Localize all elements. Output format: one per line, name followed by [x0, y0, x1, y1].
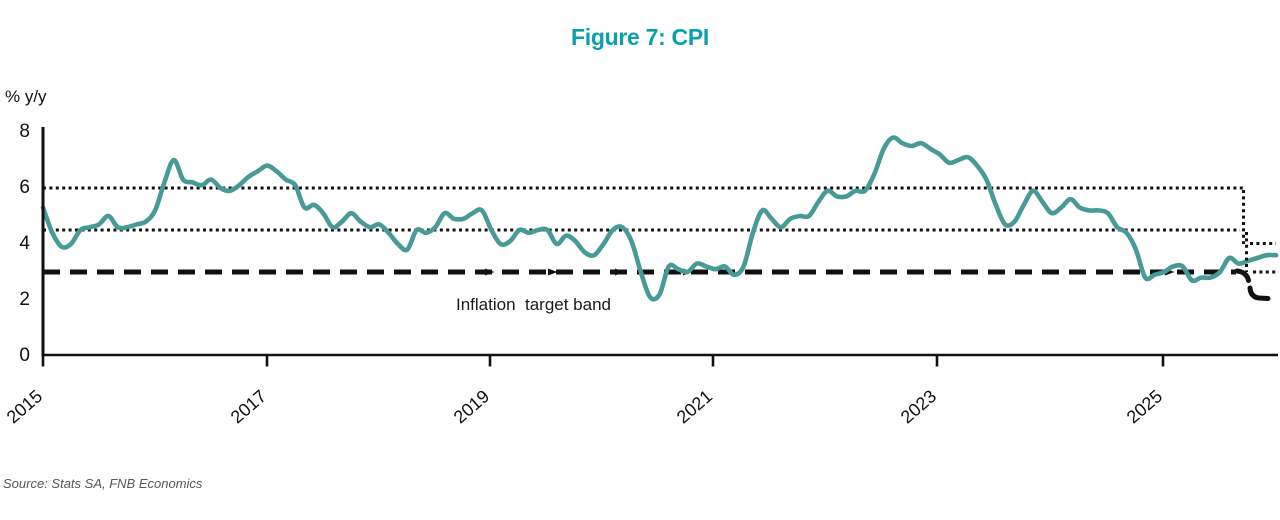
y-tick-label: 0	[19, 345, 30, 366]
target-band-annotation: Inflation target band	[456, 295, 612, 314]
y-tick-label: 8	[19, 121, 30, 142]
dashed-target-new-level	[1247, 285, 1271, 301]
source-note: Source: Stats SA, FNB Economics	[3, 476, 203, 491]
dashed-line-chevron	[548, 268, 558, 276]
dashed-target-drop-top	[1234, 268, 1251, 283]
axes	[41, 127, 1278, 367]
cpi-series-line	[40, 135, 1279, 302]
figure-title: Figure 7: CPI	[571, 24, 709, 50]
y-axis-unit-label: % y/y	[5, 87, 47, 106]
y-tick-label: 2	[19, 289, 30, 310]
dashed-line-chevron	[615, 268, 625, 276]
y-tick-label: 4	[19, 233, 30, 254]
y-tick-label: 6	[19, 177, 30, 198]
inflation-target-band-lines	[43, 186, 1243, 276]
dashed-line-chevron	[485, 268, 495, 276]
target-band-step-down	[1234, 190, 1277, 301]
